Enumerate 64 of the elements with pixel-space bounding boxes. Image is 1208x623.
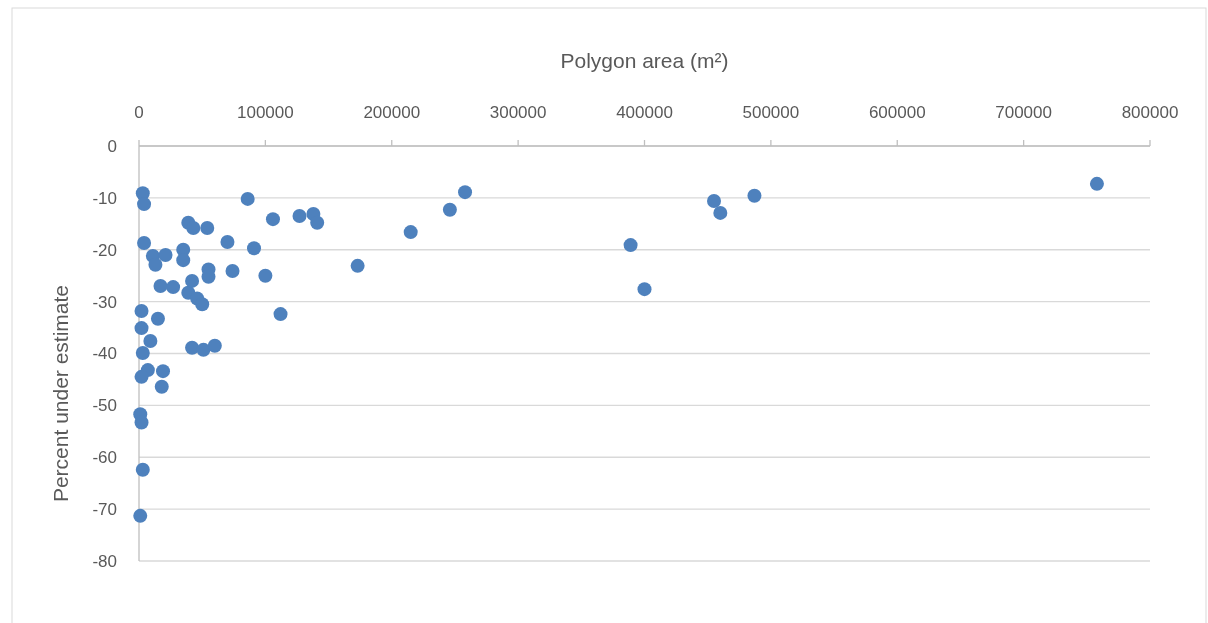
point [623, 238, 638, 253]
point [150, 311, 165, 326]
point [137, 197, 152, 212]
y-tick-label: -30 [92, 292, 117, 312]
point [713, 205, 728, 220]
point [350, 258, 365, 273]
point [207, 338, 222, 353]
y-tick-label: -70 [92, 500, 117, 520]
point [195, 297, 210, 312]
x-tick-label: 200000 [363, 103, 421, 122]
point [135, 462, 150, 477]
y-tick-label: -60 [92, 448, 117, 468]
x-tick-label: 0 [134, 103, 144, 122]
point [143, 334, 158, 349]
point [265, 212, 280, 227]
x-tick-label: 500000 [742, 103, 800, 122]
point [747, 188, 762, 203]
point [134, 303, 149, 318]
x-tick-label: 800000 [1121, 103, 1179, 122]
point [148, 257, 163, 272]
point [458, 185, 473, 200]
point [707, 193, 722, 208]
point [273, 307, 288, 322]
x-axis-title: Polygon area (m²) [560, 49, 729, 72]
y-tick-label: -80 [92, 551, 117, 571]
point [220, 234, 235, 249]
point [153, 279, 168, 294]
point [158, 247, 173, 262]
y-tick-label: -50 [92, 396, 117, 416]
point [247, 241, 261, 256]
x-tick-label: 100000 [237, 103, 294, 122]
point [240, 191, 255, 206]
point [134, 369, 149, 384]
point [185, 340, 200, 355]
point [637, 282, 652, 297]
point [135, 345, 150, 360]
x-tick-label: 700000 [995, 103, 1052, 122]
point [403, 225, 418, 240]
y-tick-label: -10 [92, 188, 117, 208]
point [185, 273, 200, 288]
point [225, 264, 240, 279]
y-tick-label: -20 [92, 240, 117, 260]
point [1089, 176, 1104, 191]
point [134, 415, 149, 430]
point [196, 342, 211, 357]
y-tick-label: 0 [107, 136, 117, 156]
point [176, 253, 191, 268]
x-tick-label: 400000 [616, 103, 673, 122]
point [200, 220, 215, 235]
point [310, 215, 325, 230]
point [137, 236, 152, 251]
point [442, 202, 457, 217]
point [156, 364, 171, 379]
point [292, 209, 307, 224]
point [166, 280, 181, 295]
y-tick-label: -40 [92, 344, 117, 364]
x-tick-label: 600000 [868, 103, 926, 122]
point [186, 220, 201, 235]
y-axis-title: Percent under estimate [49, 284, 72, 503]
point [258, 268, 273, 283]
point [133, 508, 148, 523]
x-tick-label: 300000 [489, 103, 547, 122]
point [134, 321, 149, 336]
point [154, 379, 169, 394]
